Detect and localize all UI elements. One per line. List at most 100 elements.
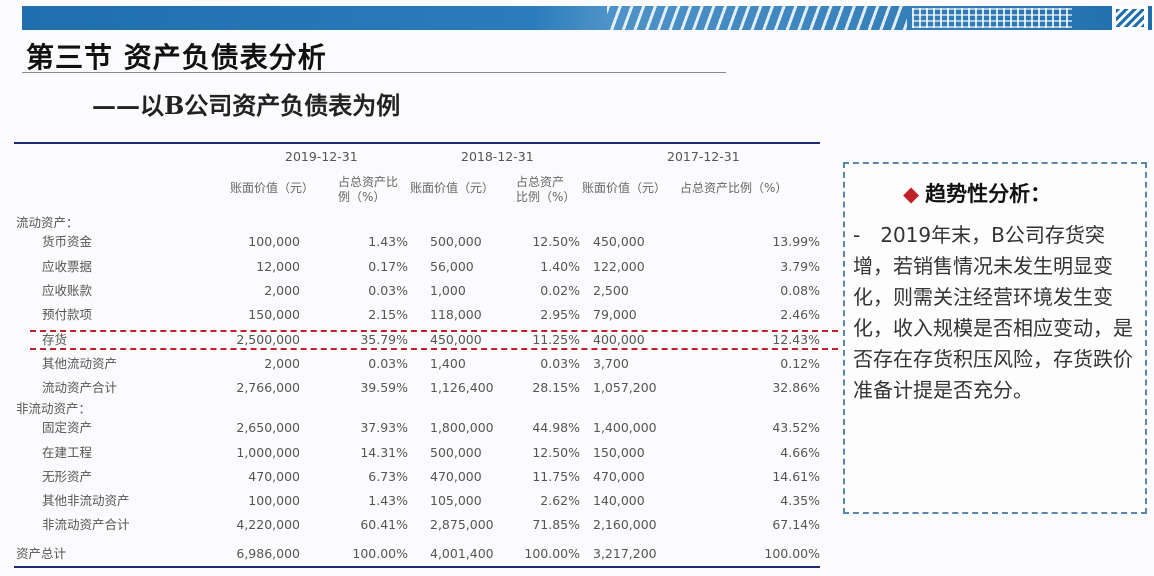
table-cell: 28.15%	[532, 380, 580, 395]
banner-building-graphic	[912, 8, 1072, 28]
table-cell: 400,000	[593, 332, 645, 347]
table-cell: 450,000	[430, 332, 482, 347]
table-cell: 2.95%	[540, 307, 580, 322]
column-header: 账面价值（元）	[582, 181, 667, 195]
table-cell: 1,400,000	[593, 420, 657, 435]
table-cell: 4,220,000	[236, 517, 300, 532]
table-cell: 6.73%	[368, 469, 408, 484]
slide-subtitle: ——以B公司资产负债表为例	[92, 91, 401, 120]
table-cell: 1.43%	[368, 234, 408, 249]
table-cell: 1,400	[430, 356, 466, 371]
column-date: 2019-12-31	[285, 149, 358, 164]
row-label: 存货	[42, 332, 68, 347]
table-cell: 1.43%	[368, 493, 408, 508]
panel-title: ◆ 趋势性分析：	[903, 178, 1051, 208]
table-cell: 470,000	[593, 469, 645, 484]
table-cell: 2.46%	[780, 307, 820, 322]
table-cell: 12.43%	[772, 332, 820, 347]
table-cell: 0.12%	[780, 356, 820, 371]
table-cell: 0.03%	[368, 356, 408, 371]
table-cell: 0.02%	[540, 283, 580, 298]
row-label: 非流动资产合计	[42, 517, 130, 532]
table-cell: 100.00%	[764, 546, 820, 561]
title-divider	[22, 72, 726, 73]
table-cell: 1,126,400	[430, 380, 494, 395]
table-cell: 12.50%	[532, 445, 580, 460]
table-cell: 0.08%	[780, 283, 820, 298]
table-cell: 0.03%	[540, 356, 580, 371]
table-cell: 4.35%	[780, 493, 820, 508]
table-cell: 12,000	[256, 259, 300, 274]
table-cell: 3,217,200	[593, 546, 657, 561]
section-label-noncurrent: 非流动资产：	[16, 401, 92, 416]
row-label: 预付款项	[42, 307, 93, 322]
section-label-current: 流动资产：	[16, 215, 79, 230]
row-label: 资产总计	[16, 546, 67, 561]
diamond-icon: ◆	[903, 182, 920, 206]
row-label: 流动资产合计	[42, 380, 118, 395]
column-header: 占总资产比例（%）	[680, 181, 788, 195]
table-cell: 43.52%	[772, 420, 820, 435]
table-cell: 67.14%	[772, 517, 820, 532]
table-cell: 3.79%	[780, 259, 820, 274]
table-cell: 500,000	[430, 234, 482, 249]
panel-title-text: 趋势性分析：	[925, 182, 1052, 206]
table-cell: 14.61%	[772, 469, 820, 484]
table-cell: 39.59%	[360, 380, 408, 395]
table-cell: 2,500	[593, 283, 629, 298]
table-cell: 60.41%	[360, 517, 408, 532]
table-cell: 35.79%	[360, 332, 408, 347]
table-bottom-rule	[14, 566, 820, 568]
table-cell: 2,500,000	[236, 332, 300, 347]
row-label: 货币资金	[42, 234, 93, 249]
banner-logo-icon	[1112, 6, 1148, 30]
trend-analysis-panel: ◆ 趋势性分析： - 2019年末，B公司存货突增，若销售情况未发生明显变化，则需…	[843, 162, 1147, 514]
column-header: 账面价值（元）	[410, 181, 495, 195]
table-cell: 2,875,000	[430, 517, 494, 532]
table-cell: 6,986,000	[236, 546, 300, 561]
table-cell: 100.00%	[352, 546, 408, 561]
table-top-rule	[14, 142, 820, 144]
column-header: 账面价值（元）	[230, 181, 315, 195]
table-cell: 2,160,000	[593, 517, 657, 532]
table-cell: 150,000	[248, 307, 300, 322]
table-cell: 4.66%	[780, 445, 820, 460]
table-cell: 11.75%	[532, 469, 580, 484]
table-cell: 32.86%	[772, 380, 820, 395]
inventory-highlight-box	[30, 330, 838, 350]
panel-body-text: - 2019年末，B公司存货突增，若销售情况未发生明显变化，则需关注经营环境发生…	[853, 223, 1133, 402]
table-cell: 470,000	[430, 469, 482, 484]
row-label: 其他流动资产	[42, 356, 118, 371]
table-cell: 450,000	[593, 234, 645, 249]
table-cell: 1,057,200	[593, 380, 657, 395]
table-cell: 2.15%	[368, 307, 408, 322]
table-cell: 12.50%	[532, 234, 580, 249]
table-cell: 71.85%	[532, 517, 580, 532]
table-cell: 100.00%	[524, 546, 580, 561]
table-cell: 79,000	[593, 307, 637, 322]
table-cell: 140,000	[593, 493, 645, 508]
table-cell: 0.17%	[368, 259, 408, 274]
table-cell: 500,000	[430, 445, 482, 460]
table-cell: 150,000	[593, 445, 645, 460]
table-cell: 100,000	[248, 493, 300, 508]
table-cell: 37.93%	[360, 420, 408, 435]
table-cell: 2,766,000	[236, 380, 300, 395]
table-cell: 100,000	[248, 234, 300, 249]
row-label: 应收票据	[42, 259, 93, 274]
column-header: 占总资产 比例（%）	[516, 175, 576, 204]
table-cell: 122,000	[593, 259, 645, 274]
row-label: 应收账款	[42, 283, 93, 298]
table-cell: 14.31%	[360, 445, 408, 460]
header-banner	[22, 6, 1152, 30]
table-cell: 105,000	[430, 493, 482, 508]
table-cell: 1,000,000	[236, 445, 300, 460]
table-cell: 3,700	[593, 356, 629, 371]
table-cell: 1,000	[430, 283, 466, 298]
table-cell: 56,000	[430, 259, 474, 274]
table-cell: 118,000	[430, 307, 482, 322]
column-date: 2017-12-31	[667, 149, 740, 164]
table-cell: 2,650,000	[236, 420, 300, 435]
row-label: 其他非流动资产	[42, 493, 130, 508]
table-cell: 1,800,000	[430, 420, 494, 435]
